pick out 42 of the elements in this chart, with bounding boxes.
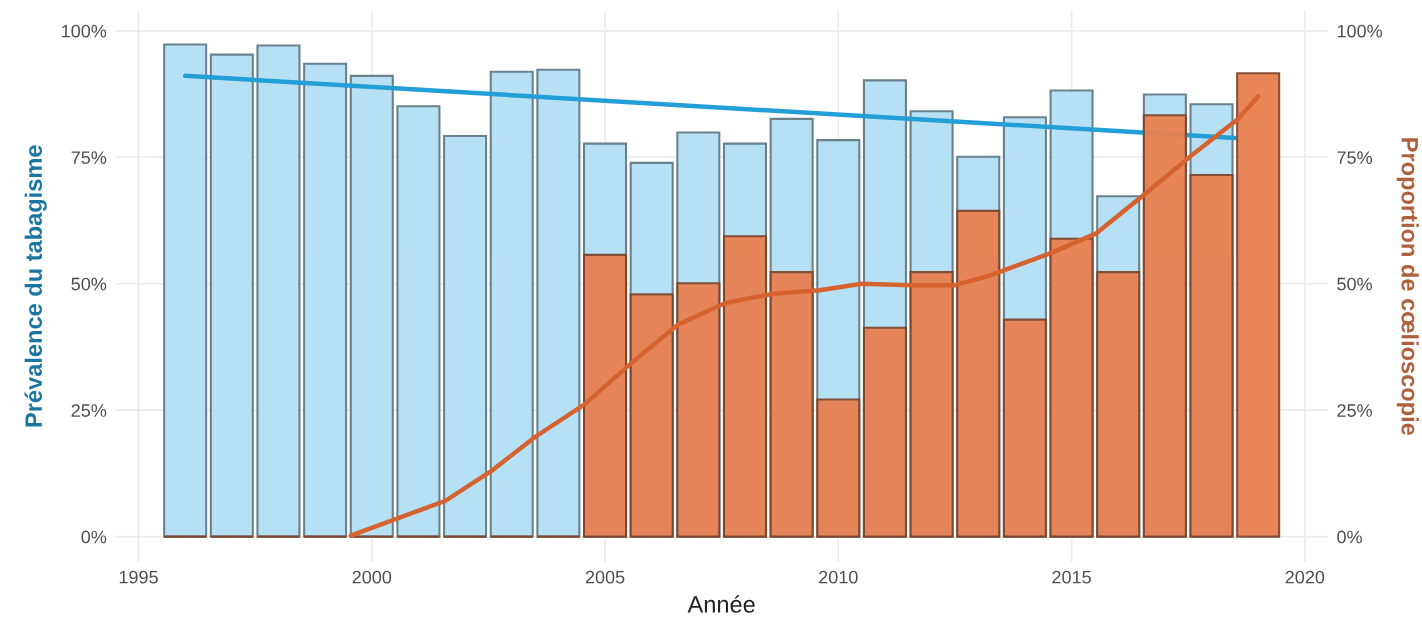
bar: [816, 398, 861, 538]
bar: [909, 271, 954, 538]
bar: [349, 74, 394, 538]
bar: [396, 105, 441, 538]
bar: [1049, 237, 1094, 538]
bar: [676, 282, 721, 538]
y2-tick-label: 0%: [1337, 530, 1362, 544]
x-tick-label: 2020: [1285, 570, 1325, 584]
bar: [256, 44, 301, 538]
y2-tick-label: 25%: [1337, 404, 1372, 417]
x-tick-label: 2005: [585, 570, 625, 584]
x-tick-label: 2000: [352, 570, 392, 584]
y2-tick-label: 50%: [1337, 277, 1372, 291]
bar: [722, 235, 768, 538]
x-tick-label: 1995: [119, 570, 158, 584]
bar: [1002, 318, 1047, 538]
bar: [629, 293, 674, 538]
bar: [769, 271, 814, 538]
y2-tick-label: 75%: [1337, 151, 1372, 164]
bar: [163, 43, 208, 538]
bar: [303, 62, 348, 538]
y-tick-label: 50%: [71, 277, 107, 291]
bar: [443, 135, 488, 538]
x-tick-label: 2015: [1052, 570, 1091, 584]
bar: [583, 253, 628, 538]
y-axis-title: Prévalence du tabagisme: [24, 145, 47, 427]
bar: [1096, 271, 1141, 538]
y-tick-label: 25%: [71, 404, 107, 417]
bar: [209, 53, 254, 538]
y-tick-label: 100%: [62, 24, 107, 38]
bar: [1189, 173, 1234, 538]
bar: [1236, 72, 1281, 538]
bar: [862, 326, 907, 538]
bar: [489, 70, 534, 538]
x-tick-label: 2010: [819, 570, 858, 584]
y2-axis-title: Proportion de cœlioscopie: [1396, 138, 1419, 436]
y-tick-label: 75%: [71, 151, 107, 164]
x-axis-title: Année: [687, 595, 755, 613]
bar: [536, 68, 581, 538]
y-tick-label: 0%: [81, 530, 107, 544]
line-series: [348, 94, 1261, 538]
y2-tick-label: 100%: [1337, 24, 1383, 38]
